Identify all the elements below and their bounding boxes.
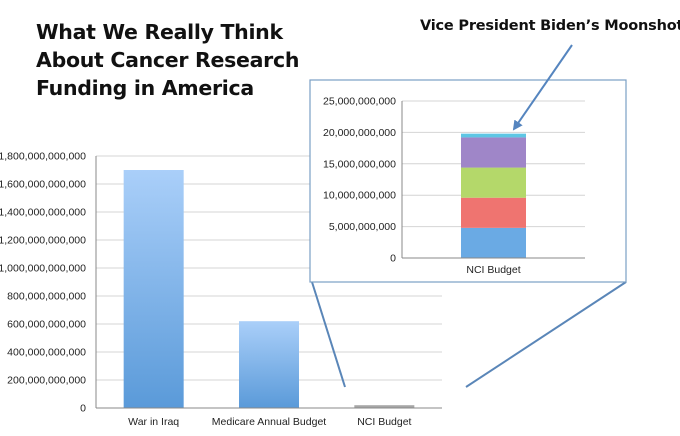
main-category-label: NCI Budget [357, 416, 411, 428]
moonshot-callout-label: Vice President Biden’s Moonshot [420, 18, 680, 34]
main-bar-nci-budget [354, 405, 415, 408]
inset-category-label: NCI Budget [466, 264, 520, 276]
main-bar-medicare-annual-budget [239, 321, 299, 408]
title-line: Funding in America [36, 76, 254, 100]
inset-stack-segment-2 [461, 197, 526, 228]
main-category-label: Medicare Annual Budget [212, 416, 326, 428]
main-y-tick-label: 600,000,000,000 [7, 319, 86, 331]
title-line: What We Really Think [36, 20, 283, 44]
main-category-label: War in Iraq [128, 416, 179, 428]
inset-stack-segment-1 [461, 227, 526, 258]
main-bar-war-in-iraq [123, 170, 184, 408]
main-y-tick-label: 1,600,000,000,000 [0, 179, 86, 191]
main-y-tick-label: 800,000,000,000 [7, 291, 86, 303]
main-y-tick-label: 0 [80, 403, 86, 415]
chart-title: What We Really Think About Cancer Resear… [36, 18, 306, 102]
inset-stack-moonshot [461, 133, 526, 138]
inset-y-tick-label: 0 [390, 253, 396, 265]
main-y-tick-label: 200,000,000,000 [7, 375, 86, 387]
inset-stack-segment-4 [461, 137, 526, 168]
inset-stack-segment-3 [461, 167, 526, 198]
inset-y-tick-label: 25,000,000,000 [323, 96, 396, 108]
main-y-tick-label: 1,000,000,000,000 [0, 263, 86, 275]
main-y-tick-label: 400,000,000,000 [7, 347, 86, 359]
title-line: About Cancer Research [36, 48, 300, 72]
main-y-tick-label: 1,400,000,000,000 [0, 207, 86, 219]
inset-y-tick-label: 10,000,000,000 [323, 190, 396, 202]
inset-y-tick-label: 15,000,000,000 [323, 158, 396, 170]
main-y-tick-label: 1,800,000,000,000 [0, 151, 86, 163]
moonshot-arrow [512, 44, 573, 131]
main-y-tick-label: 1,200,000,000,000 [0, 235, 86, 247]
inset-y-tick-label: 20,000,000,000 [323, 127, 396, 139]
zoom-connector-left [311, 281, 346, 388]
zoom-connector-right [465, 281, 627, 388]
inset-y-tick-label: 5,000,000,000 [329, 221, 396, 233]
